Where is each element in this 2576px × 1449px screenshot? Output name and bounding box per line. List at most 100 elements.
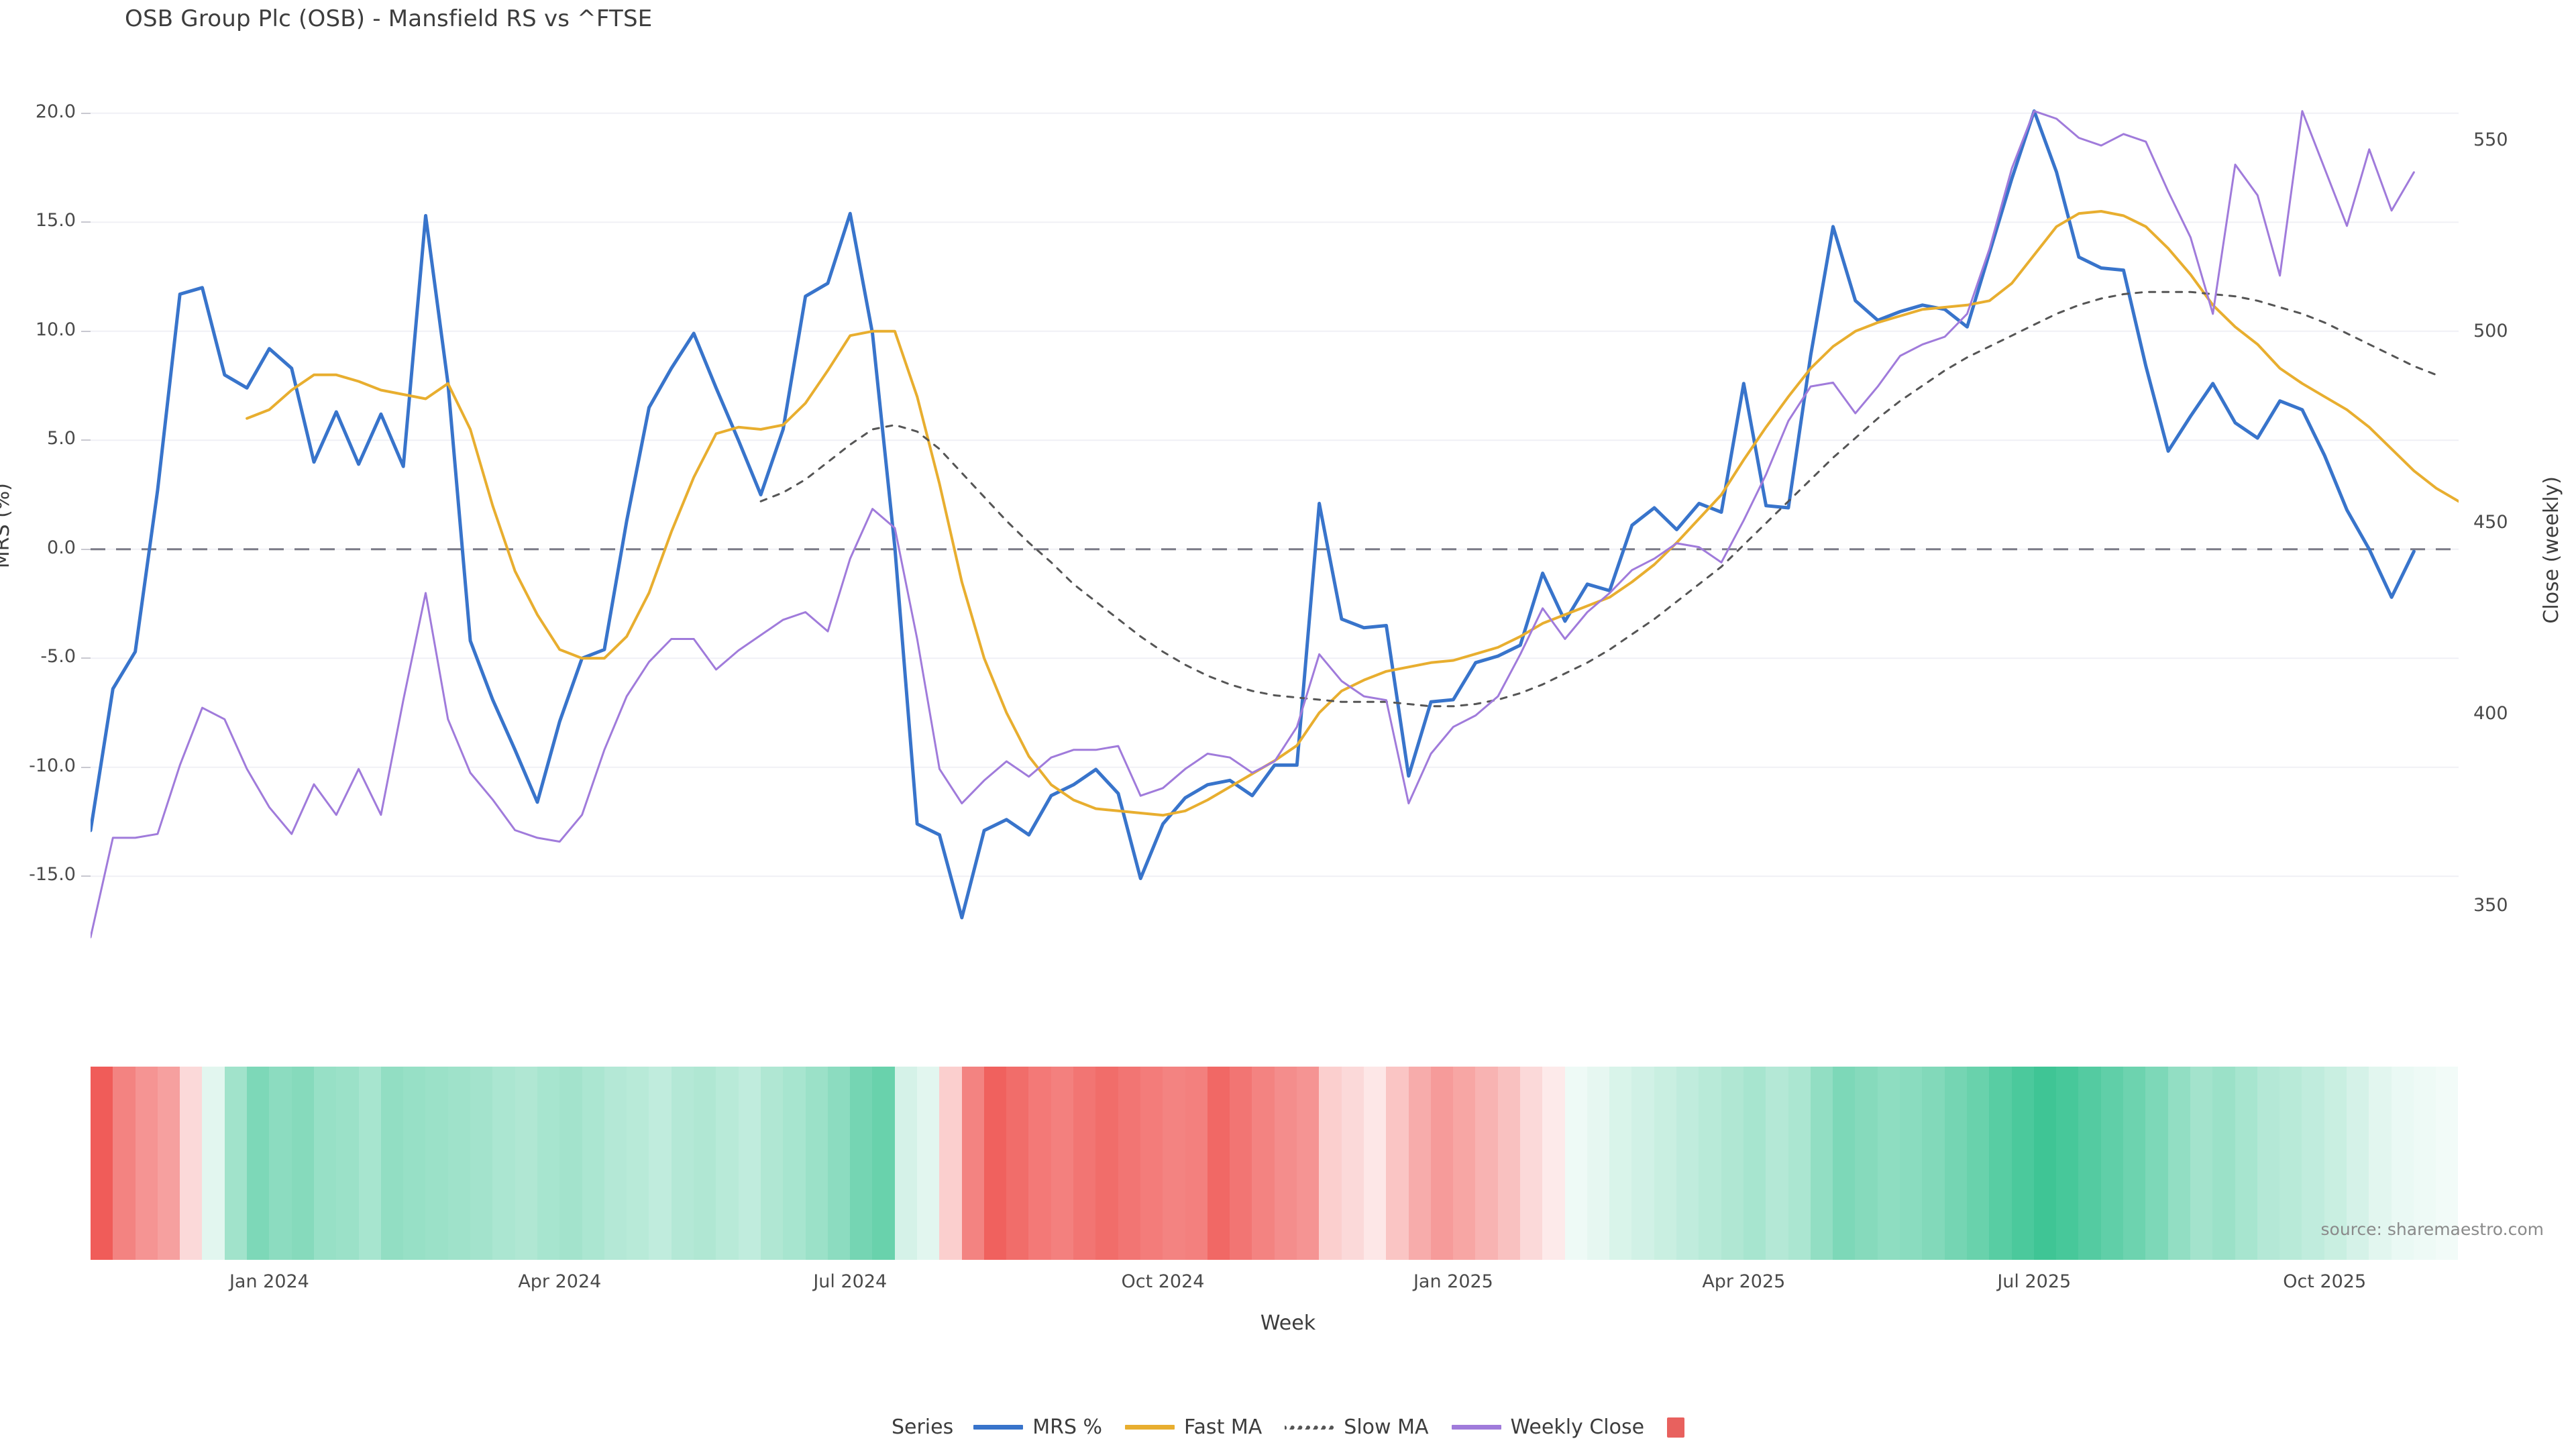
heatmap-cell [1163, 1067, 1185, 1260]
heatmap-cell [1631, 1067, 1654, 1260]
legend-swatch-icon [973, 1425, 1024, 1430]
legend-swatch-icon [1451, 1425, 1501, 1430]
heatmap-cell [1542, 1067, 1565, 1260]
heatmap-cell [313, 1067, 337, 1260]
heatmap-cell [1386, 1067, 1409, 1260]
heatmap-cell [1140, 1067, 1163, 1260]
heatmap-cell [1319, 1067, 1342, 1260]
heatmap-cell [1185, 1067, 1208, 1260]
heatmap-cell [91, 1067, 113, 1260]
y-axis-left-tick: 10.0 [35, 319, 76, 340]
heatmap-cell [2413, 1067, 2436, 1260]
heatmap-cell [492, 1067, 515, 1260]
heatmap-cell [224, 1067, 248, 1260]
y-axis-left-tick-mark [81, 439, 91, 441]
heatmap-cell [671, 1067, 694, 1260]
chart-canvas [91, 109, 2459, 938]
heatmap-cell [894, 1067, 917, 1260]
heatmap-cell [1453, 1067, 1476, 1260]
heatmap-cell [2100, 1067, 2124, 1260]
heatmap-cell [805, 1067, 828, 1260]
heatmap-cell [1207, 1067, 1230, 1260]
page-title: OSB Group Plc (OSB) - Mansfield RS vs ^F… [125, 5, 653, 32]
legend-item-mrs[interactable]: MRS % [973, 1415, 1102, 1439]
y-axis-left-tick-mark [81, 657, 91, 659]
heatmap-cell [1944, 1067, 1967, 1260]
legend-item-slow-ma[interactable]: Slow MA [1285, 1415, 1429, 1439]
series-line-mrs [91, 109, 2416, 920]
heatmap-cell [358, 1067, 381, 1260]
legend-item-label: MRS % [1032, 1415, 1103, 1439]
heatmap-cell [1408, 1067, 1431, 1260]
heatmap-cell [2279, 1067, 2302, 1260]
y-axis-left-title: MRS (%) [0, 483, 14, 569]
y-axis-right-tick: 400 [2473, 703, 2508, 724]
y-axis-left-tick-mark [81, 330, 91, 332]
y-axis-right-tick: 450 [2473, 512, 2508, 533]
heatmap-cell [738, 1067, 761, 1260]
heatmap-cell [1766, 1067, 1788, 1260]
heatmap-cell [1855, 1067, 1878, 1260]
mrs-trend-heatmap [91, 1067, 2459, 1260]
heatmap-cell [2346, 1067, 2369, 1260]
heatmap-cell [269, 1067, 292, 1260]
heatmap-cell [1274, 1067, 1297, 1260]
x-axis-tick: Apr 2024 [518, 1271, 602, 1292]
heatmap-cell [604, 1067, 627, 1260]
heatmap-cell [336, 1067, 359, 1260]
heatmap-cell [2369, 1067, 2392, 1260]
heatmap-cell [694, 1067, 716, 1260]
series-line-weekly-close [91, 110, 2415, 938]
heatmap-cell [202, 1067, 225, 1260]
heatmap-cell [2257, 1067, 2280, 1260]
heatmap-cell [1699, 1067, 1721, 1260]
y-axis-left-tick: 20.0 [35, 101, 76, 122]
y-axis-left-tick: 15.0 [35, 210, 76, 231]
heatmap-cell [783, 1067, 806, 1260]
heatmap-cell [447, 1067, 471, 1260]
heatmap-cell [760, 1067, 784, 1260]
heatmap-cell [425, 1067, 448, 1260]
heatmap-cell [1006, 1067, 1029, 1260]
heatmap-cell [2011, 1067, 2034, 1260]
heatmap-cell [1118, 1067, 1140, 1260]
y-axis-left-tick: 0.0 [47, 537, 76, 558]
heatmap-cell [1788, 1067, 1811, 1260]
legend-item-fast-ma[interactable]: Fast MA [1125, 1415, 1262, 1439]
heatmap-cell [716, 1067, 739, 1260]
heatmap-cell [1966, 1067, 1990, 1260]
series-line-fast-ma [246, 210, 2459, 817]
heatmap-cell [113, 1067, 136, 1260]
y-axis-left-tick: -15.0 [29, 864, 76, 885]
heatmap-cell [2033, 1067, 2057, 1260]
x-axis-tick: Jul 2024 [813, 1271, 888, 1292]
x-axis-tick: Oct 2024 [1121, 1271, 1205, 1292]
heatmap-cell [872, 1067, 895, 1260]
series-line-slow-ma [759, 290, 2438, 708]
heatmap-cell [537, 1067, 560, 1260]
heatmap-cell [1654, 1067, 1677, 1260]
y-axis-left-tick-mark [81, 548, 91, 550]
legend-item-label: Fast MA [1184, 1415, 1263, 1439]
heatmap-cell [2436, 1067, 2459, 1260]
heatmap-cell [1095, 1067, 1118, 1260]
legend-title: Series [891, 1415, 954, 1439]
heatmap-cell [916, 1067, 940, 1260]
y-axis-right-tick: 500 [2473, 321, 2508, 342]
heatmap-cell [1564, 1067, 1587, 1260]
heatmap-cell [2302, 1067, 2324, 1260]
heatmap-cell [1989, 1067, 2012, 1260]
heatmap-cell [1051, 1067, 1074, 1260]
y-axis-left-tick: 5.0 [47, 428, 76, 449]
legend-item-label: Weekly Close [1510, 1415, 1645, 1439]
heatmap-cell [1497, 1067, 1520, 1260]
heatmap-cell [515, 1067, 537, 1260]
y-axis-left-tick-mark [81, 766, 91, 768]
heatmap-cell [1900, 1067, 1923, 1260]
x-axis-tick: Jan 2025 [1413, 1271, 1493, 1292]
legend-item-label: Slow MA [1344, 1415, 1429, 1439]
heatmap-cell [470, 1067, 493, 1260]
legend-item-weekly-close[interactable]: Weekly Close [1451, 1415, 1645, 1439]
heatmap-cell [2123, 1067, 2146, 1260]
